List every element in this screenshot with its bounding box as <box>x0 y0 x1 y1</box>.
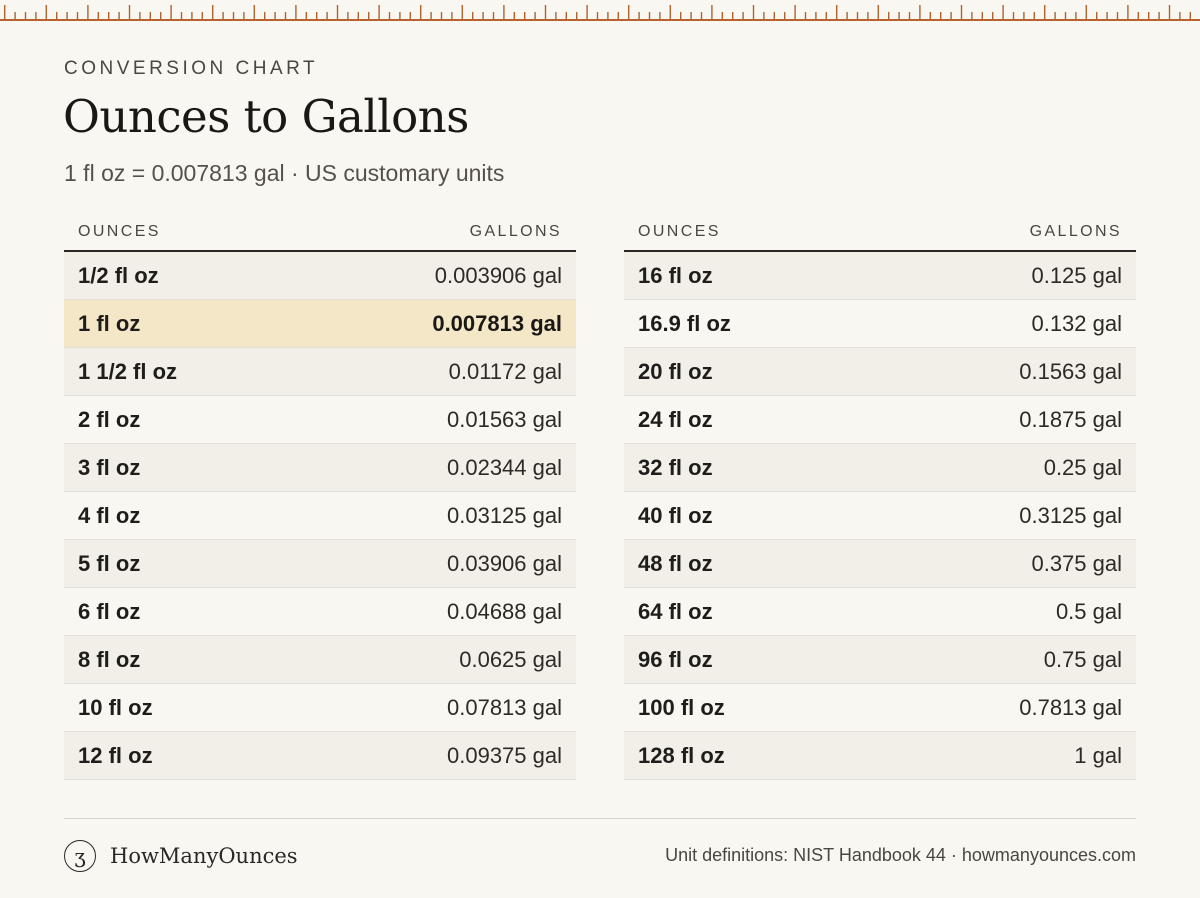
gallons-cell: 0.1563 gal <box>1019 358 1122 384</box>
table-row: 48 fl oz 0.375 gal <box>624 540 1136 588</box>
ounces-cell: 128 fl oz <box>638 742 725 768</box>
table-row: 2 fl oz 0.01563 gal <box>64 396 576 444</box>
table-row: 16.9 fl oz 0.132 gal <box>624 300 1136 348</box>
column-header-gallons: GALLONS <box>1029 223 1122 240</box>
gallons-cell: 0.09375 gal <box>447 742 562 768</box>
table-row: 64 fl oz 0.5 gal <box>624 588 1136 636</box>
gallons-cell: 0.132 gal <box>1031 310 1122 336</box>
ounces-cell: 6 fl oz <box>78 598 141 624</box>
table-row: 32 fl oz 0.25 gal <box>624 444 1136 492</box>
gallons-cell: 0.01172 gal <box>448 358 562 384</box>
ounces-cell: 1 fl oz <box>78 310 141 336</box>
table-row: 40 fl oz 0.3125 gal <box>624 492 1136 540</box>
table-row: 4 fl oz 0.03125 gal <box>64 492 576 540</box>
ounces-cell: 16 fl oz <box>638 262 713 288</box>
table-row: 20 fl oz 0.1563 gal <box>624 348 1136 396</box>
table-row: 24 fl oz 0.1875 gal <box>624 396 1136 444</box>
table-row: 10 fl oz 0.07813 gal <box>64 684 576 732</box>
ounces-cell: 40 fl oz <box>638 502 713 528</box>
table-row: 96 fl oz 0.75 gal <box>624 636 1136 684</box>
table-row: 6 fl oz 0.04688 gal <box>64 588 576 636</box>
ounces-cell: 24 fl oz <box>638 406 713 432</box>
table-row: 1/2 fl oz 0.003906 gal <box>64 252 576 300</box>
ounces-cell: 8 fl oz <box>78 646 141 672</box>
gallons-cell: 0.01563 gal <box>447 406 562 432</box>
table-body: 1/2 fl oz 0.003906 gal 1 fl oz 0.007813 gal… <box>64 252 576 780</box>
table-row: 8 fl oz 0.0625 gal <box>64 636 576 684</box>
ounces-cell: 1 1/2 fl oz <box>78 358 178 384</box>
ounces-cell: 64 fl oz <box>638 598 713 624</box>
table-row: 16 fl oz 0.125 gal <box>624 252 1136 300</box>
column-header-ounces: OUNCES <box>78 223 161 240</box>
ounces-cell: 1/2 fl oz <box>78 262 159 288</box>
gallons-cell: 0.0625 gal <box>459 646 562 672</box>
gallons-cell: 0.03906 gal <box>447 550 562 576</box>
gallons-cell: 0.04688 gal <box>447 598 562 624</box>
gallons-cell: 0.7813 gal <box>1019 694 1122 720</box>
page-subtitle: 1 fl oz = 0.007813 gal · US customary un… <box>64 160 505 186</box>
ounces-cell: 20 fl oz <box>638 358 713 384</box>
gallons-cell: 0.75 gal <box>1043 646 1122 672</box>
gallons-cell: 1 gal <box>1074 742 1122 768</box>
conversion-table-left: OUNCES GALLONS 1/2 fl oz 0.003906 gal 1 fl… <box>64 214 576 780</box>
gallons-cell: 0.003906 gal <box>434 262 562 288</box>
table-row: 1 fl oz 0.007813 gal <box>64 300 576 348</box>
conversion-table-right: OUNCES GALLONS 16 fl oz 0.125 gal 16.9 fl … <box>624 214 1136 780</box>
gallons-cell: 0.3125 gal <box>1019 502 1122 528</box>
table-row: 1 1/2 fl oz 0.01172 gal <box>64 348 576 396</box>
eyebrow-label: CONVERSION CHART <box>64 58 319 79</box>
gallons-cell: 0.1875 gal <box>1019 406 1122 432</box>
table-row: 100 fl oz 0.7813 gal <box>624 684 1136 732</box>
footer-divider <box>64 818 1136 819</box>
ounces-cell: 96 fl oz <box>638 646 713 672</box>
table-row: 3 fl oz 0.02344 gal <box>64 444 576 492</box>
column-header-ounces: OUNCES <box>638 223 721 240</box>
gallons-cell: 0.03125 gal <box>447 502 562 528</box>
ounces-cell: 32 fl oz <box>638 454 713 480</box>
ruler-ticks-icon <box>0 5 1200 21</box>
gallons-cell: 0.07813 gal <box>447 694 562 720</box>
table-body: 16 fl oz 0.125 gal 16.9 fl oz 0.132 gal 20 f… <box>624 252 1136 780</box>
table-header: OUNCES GALLONS <box>624 214 1136 252</box>
ounces-cell: 16.9 fl oz <box>638 310 731 336</box>
table-row: 12 fl oz 0.09375 gal <box>64 732 576 780</box>
ounces-cell: 48 fl oz <box>638 550 713 576</box>
table-header: OUNCES GALLONS <box>64 214 576 252</box>
gallons-cell: 0.007813 gal <box>432 310 562 336</box>
table-row: 5 fl oz 0.03906 gal <box>64 540 576 588</box>
table-row: 128 fl oz 1 gal <box>624 732 1136 780</box>
ounces-cell: 2 fl oz <box>78 406 141 432</box>
gallons-cell: 0.25 gal <box>1043 454 1122 480</box>
ounces-cell: 4 fl oz <box>78 502 141 528</box>
page-title: Ounces to Gallons <box>63 90 469 143</box>
ounces-cell: 100 fl oz <box>638 694 725 720</box>
brand-logo[interactable]: ʒ HowManyOunces <box>64 838 298 874</box>
ounces-cell: 12 fl oz <box>78 742 153 768</box>
ounces-cell: 3 fl oz <box>78 454 141 480</box>
gallons-cell: 0.125 gal <box>1031 262 1122 288</box>
brand-logo-icon: ʒ <box>64 840 96 872</box>
gallons-cell: 0.5 gal <box>1055 598 1122 624</box>
footer-credits: Unit definitions: NIST Handbook 44 · how… <box>665 845 1136 865</box>
ounces-cell: 5 fl oz <box>78 550 141 576</box>
ounces-cell: 10 fl oz <box>78 694 153 720</box>
brand-name: HowManyOunces <box>110 844 298 868</box>
gallons-cell: 0.375 gal <box>1031 550 1122 576</box>
gallons-cell: 0.02344 gal <box>447 454 562 480</box>
column-header-gallons: GALLONS <box>469 223 562 240</box>
